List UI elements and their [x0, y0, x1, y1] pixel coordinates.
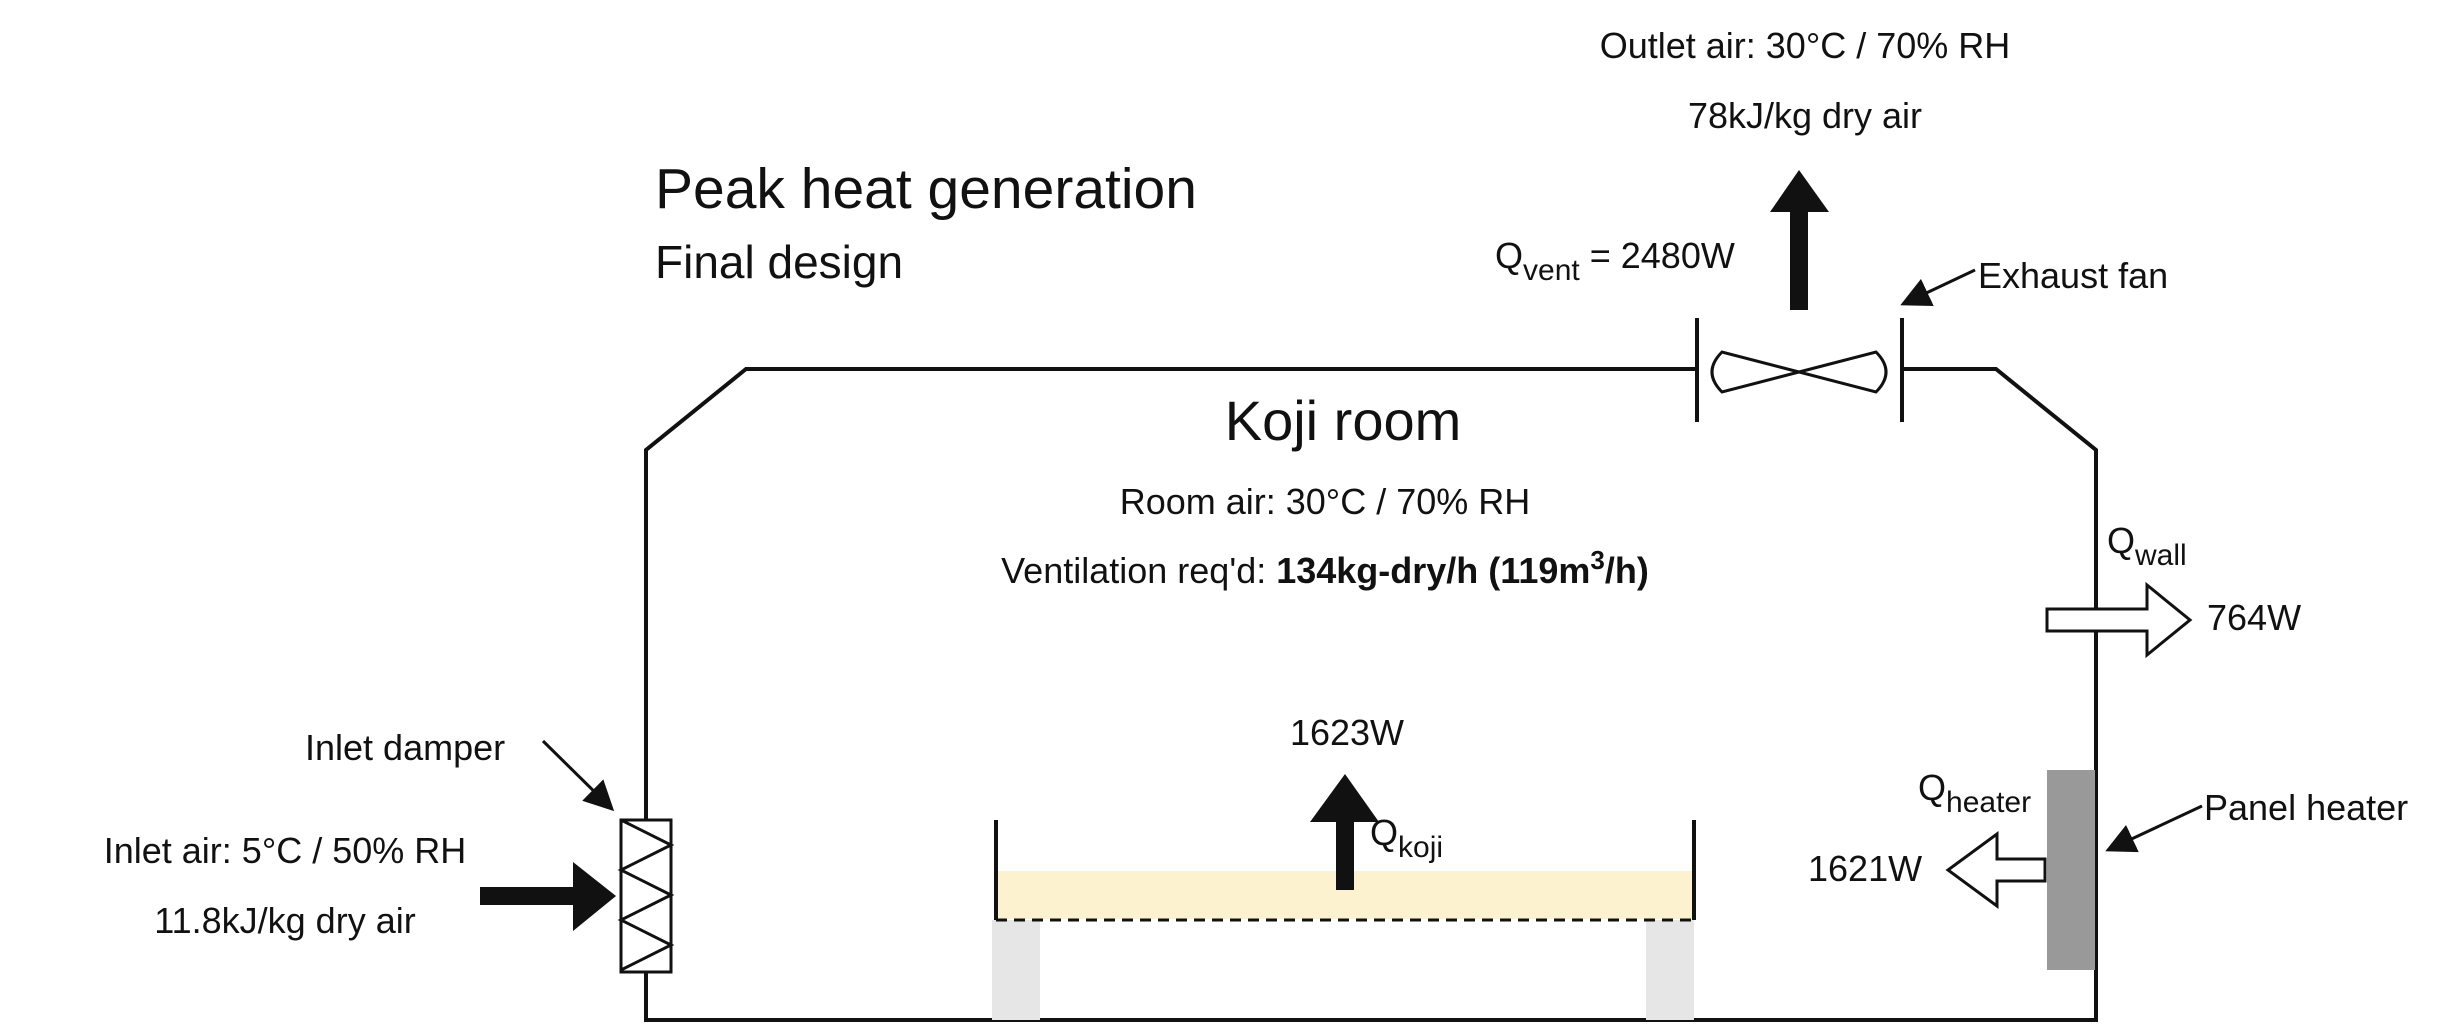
exhaust-fan-pointer — [1900, 268, 1976, 307]
room-name: Koji room — [1225, 389, 1462, 452]
koji-bed — [992, 820, 1696, 1020]
room-wall-left — [644, 367, 2098, 1022]
q-wall-label: Qwall — [2107, 520, 2187, 572]
inlet-air-label: Inlet air: 5°C / 50% RH — [104, 830, 467, 871]
inlet-damper-label: Inlet damper — [305, 727, 505, 768]
inlet-damper-pointer — [541, 739, 615, 812]
koji-bed-leg-right — [1646, 920, 1694, 1020]
wall-heat-value: 764W — [2207, 597, 2301, 638]
q-heater-label: Qheater — [1918, 767, 2031, 819]
heater-heat-value: 1621W — [1808, 848, 1922, 889]
exhaust-fan-icon — [1695, 318, 1904, 422]
q-vent-label: Qvent = 2480W — [1495, 235, 1735, 287]
panel-heater — [2047, 770, 2095, 970]
exhaust-fan-label: Exhaust fan — [1978, 255, 2168, 296]
outlet-air-label: Outlet air: 30°C / 70% RH — [1600, 25, 2011, 66]
outlet-enthalpy-label: 78kJ/kg dry air — [1688, 95, 1922, 136]
room-air-label: Room air: 30°C / 70% RH — [1120, 481, 1531, 522]
ventilation-required-label: Ventilation req'd: 134kg-dry/h (119m3/h) — [1001, 545, 1649, 591]
heater-heat-arrow — [1945, 831, 2047, 909]
inlet-enthalpy-label: 11.8kJ/kg dry air — [154, 900, 415, 941]
inlet-damper-icon — [617, 818, 675, 974]
koji-heat-arrow — [1310, 774, 1379, 890]
koji-bed-leg-left — [992, 920, 1040, 1020]
panel-heater-label: Panel heater — [2204, 787, 2408, 828]
q-koji-label: Qkoji — [1370, 812, 1443, 864]
koji-heat-value: 1623W — [1290, 712, 1404, 753]
diagram-subtitle: Final design — [655, 236, 903, 288]
wall-heat-arrow — [2045, 581, 2193, 659]
vent-outlet-arrow — [1770, 170, 1829, 310]
diagram-title: Peak heat generation — [655, 157, 1197, 221]
panel-heater-pointer — [2105, 804, 2203, 853]
inlet-air-arrow — [480, 862, 616, 931]
